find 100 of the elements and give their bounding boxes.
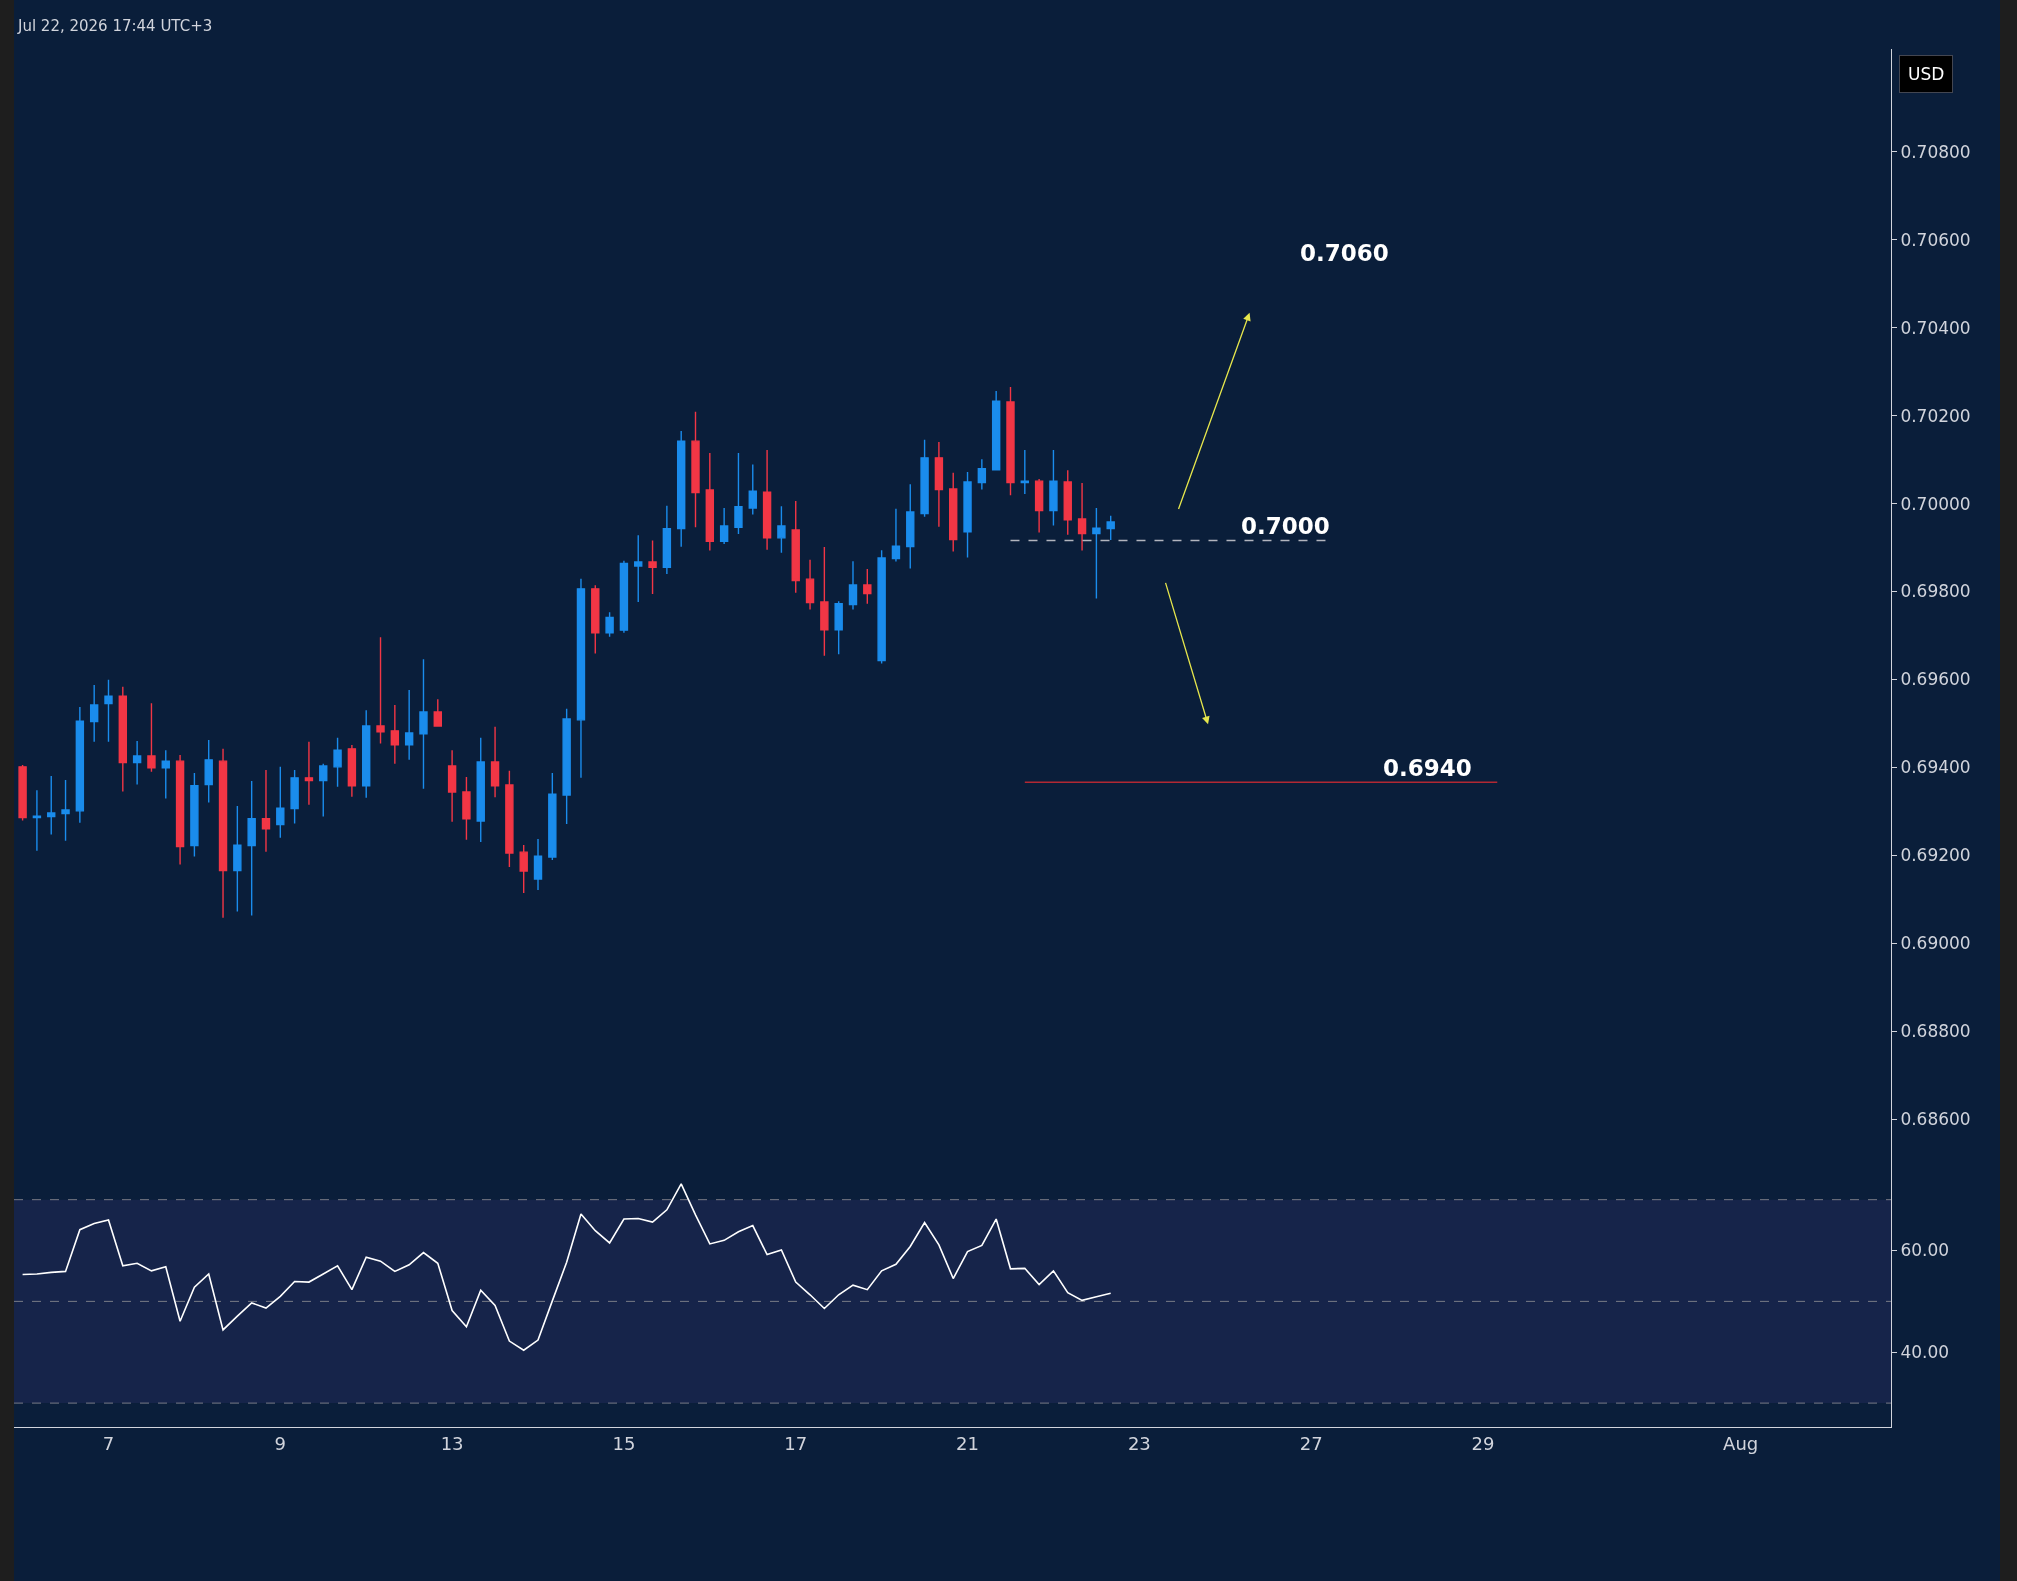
candlestick [1049, 449, 1058, 527]
candlestick [376, 636, 385, 745]
candlestick [705, 452, 715, 552]
candlestick [605, 611, 614, 638]
candlestick [591, 584, 600, 655]
candlestick [362, 709, 371, 799]
candlestick [777, 505, 786, 554]
candlestick [748, 463, 757, 516]
y-tick-label: 0.69000 [1900, 933, 1971, 954]
y-tick-label: 60.00 [1900, 1240, 1950, 1261]
candlestick [204, 739, 213, 804]
x-tick-label: Aug [1723, 1432, 1759, 1454]
candlestick [533, 838, 543, 891]
y-tick-label: 0.70800 [1900, 141, 1971, 162]
y-tick-label: 0.68800 [1900, 1021, 1971, 1042]
candlestick [548, 772, 557, 861]
y-tick-label: 0.69600 [1900, 669, 1971, 690]
candlestick [1034, 478, 1044, 534]
candlestick [734, 452, 743, 535]
candlestick [991, 390, 1001, 471]
candlestick [347, 744, 357, 798]
candlestick [190, 772, 199, 858]
candlestick [977, 458, 987, 491]
candlestick [963, 471, 972, 559]
candlestick [132, 740, 142, 786]
candlestick [47, 775, 56, 836]
candlestick [762, 449, 772, 551]
candlestick [276, 766, 285, 839]
candlestick [419, 658, 428, 790]
y-axis-title: USD [1908, 64, 1945, 84]
candlestick [949, 472, 958, 553]
x-tick-label: 13 [440, 1432, 464, 1454]
candlestick [1077, 482, 1087, 552]
candlestick [691, 410, 700, 528]
x-tick-label: 15 [612, 1432, 636, 1454]
candlestick [75, 706, 85, 824]
candlestick [218, 748, 228, 919]
candlestick [848, 560, 858, 611]
annotation: 0.7000 [1241, 513, 1330, 539]
candlestick [104, 679, 113, 743]
candlestick [476, 737, 485, 843]
candlestick [319, 763, 328, 818]
x-tick-label: 21 [956, 1432, 979, 1454]
candlestick [261, 769, 271, 853]
candlestick [433, 698, 442, 728]
candlestick [18, 764, 27, 822]
candlestick [676, 430, 686, 548]
candlestick [1106, 515, 1115, 541]
candlestick [877, 549, 886, 665]
x-tick-label: 29 [1471, 1432, 1495, 1454]
line-series [21, 1183, 1112, 1352]
candlestick [447, 749, 457, 823]
candlestick [404, 689, 414, 761]
candlestick [576, 578, 586, 779]
candlestick [834, 600, 843, 656]
candlestick [634, 534, 643, 603]
y-tick-label: 0.70000 [1900, 493, 1971, 514]
candlestick [562, 708, 571, 825]
annotation: 0.7060 [1300, 240, 1389, 266]
candlestick [390, 704, 400, 765]
candlestick [1006, 386, 1015, 496]
candlestick [247, 780, 256, 917]
candlestick [233, 805, 242, 913]
candlestick [175, 754, 185, 866]
candlestick [719, 507, 729, 545]
candlestick [891, 508, 901, 563]
y-tick-label: 0.69800 [1900, 581, 1971, 602]
candlestick [805, 559, 815, 611]
candlestick [791, 500, 800, 594]
candlestick [648, 539, 657, 595]
candlestick [490, 726, 500, 798]
y-tick-label: 0.70200 [1900, 405, 1971, 426]
x-tick-label: 7 [102, 1432, 115, 1454]
candlestick [161, 749, 170, 800]
y-tick-label: 0.69200 [1900, 845, 1971, 866]
x-tick-label: 23 [1127, 1432, 1151, 1454]
candlestick [147, 702, 156, 773]
candlestick [906, 483, 915, 570]
candlestick [619, 560, 629, 634]
candlestick [290, 769, 299, 825]
candlestick [662, 505, 672, 575]
y-tick-label: 0.70400 [1900, 317, 1971, 338]
candlestick [462, 776, 471, 841]
y-tick-label: 0.68600 [1900, 1108, 1971, 1129]
y-tick-label: 40.00 [1900, 1342, 1950, 1363]
candlestick [118, 686, 128, 793]
x-tick-label: 9 [274, 1432, 287, 1454]
candlestick [32, 789, 42, 852]
y-tick-label: 0.69400 [1900, 757, 1971, 778]
y-tick-label: 0.70600 [1900, 229, 1971, 250]
candlestick [505, 770, 514, 868]
candlestick [820, 546, 829, 657]
candlestick [1092, 507, 1101, 600]
chart-title: Jul 22, 2026 17:44 UTC+3 [16, 17, 213, 36]
candlestick [1020, 449, 1030, 495]
candlestick [934, 441, 944, 528]
candlestick [519, 844, 528, 894]
candlestick [920, 439, 929, 518]
candlestick [304, 741, 314, 806]
candlestick [333, 737, 342, 788]
